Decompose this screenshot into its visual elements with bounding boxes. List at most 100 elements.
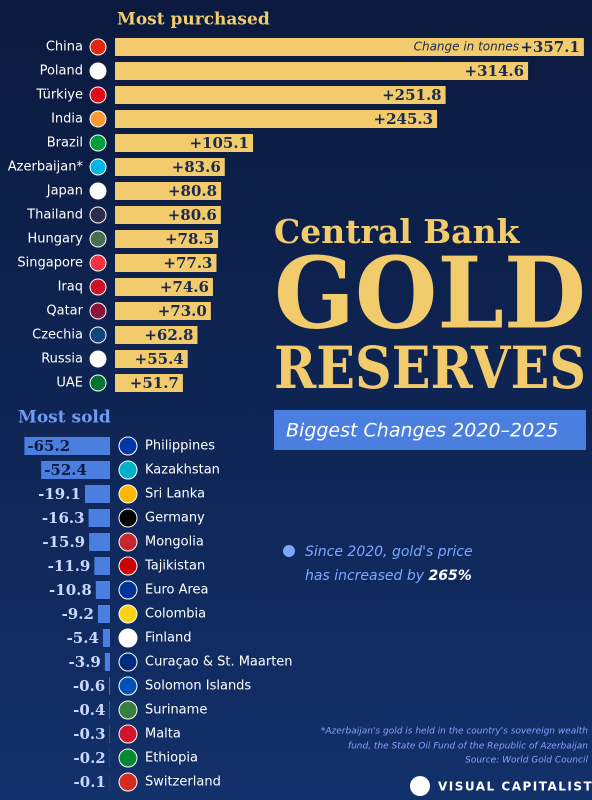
footnote: Source: World Gold Council	[465, 756, 588, 766]
bar	[95, 581, 110, 599]
purchased-title: Most purchased	[117, 10, 270, 30]
value-label: +80.6	[168, 206, 217, 224]
flag	[89, 110, 107, 128]
bar	[115, 110, 438, 128]
bar	[115, 278, 213, 296]
bar	[115, 182, 222, 200]
category-label: Kazakhstan	[145, 463, 220, 478]
value-label: -15.9	[42, 533, 85, 551]
value-label: +73.0	[158, 302, 207, 320]
flag	[89, 38, 107, 56]
flag	[89, 326, 107, 344]
category-label: Brazil	[47, 136, 83, 151]
header-line3: RESERVES	[274, 334, 586, 402]
bar	[24, 437, 110, 455]
value-label: -16.3	[42, 509, 85, 527]
category-label: Mongolia	[145, 535, 204, 550]
flag	[118, 436, 138, 456]
value-label: -65.2	[27, 437, 70, 455]
bar	[109, 677, 110, 695]
bar	[115, 230, 219, 248]
subtitle: Biggest Changes 2020–2025	[286, 420, 558, 442]
category-label: Hungary	[27, 232, 83, 247]
flag	[89, 278, 107, 296]
subtitle-box	[274, 410, 586, 450]
flag	[118, 484, 138, 504]
flag	[118, 460, 138, 480]
category-label: Colombia	[145, 607, 206, 622]
category-label: Russia	[41, 352, 83, 367]
value-label: +74.6	[160, 278, 209, 296]
value-label: -10.8	[49, 581, 92, 599]
bar	[115, 326, 198, 344]
value-label: -3.9	[69, 653, 101, 671]
flag	[118, 652, 138, 672]
flag	[118, 748, 138, 768]
value-label: +251.8	[382, 86, 442, 104]
annotation-line: Since 2020, gold's price	[305, 544, 473, 560]
category-label: Euro Area	[145, 583, 209, 598]
category-label: Iraq	[58, 280, 83, 295]
value-label: +105.1	[189, 134, 249, 152]
annotation-line: has increased by 265%	[305, 568, 472, 584]
value-label: -52.4	[44, 461, 87, 479]
value-label: +51.7	[130, 374, 179, 392]
value-label: -0.4	[73, 701, 105, 719]
bar	[115, 254, 217, 272]
flag	[89, 158, 107, 176]
flag	[89, 350, 107, 368]
footnote: *Azerbaijan's gold is held in the countr…	[321, 727, 588, 737]
value-label: -11.9	[48, 557, 91, 575]
bar	[115, 134, 253, 152]
category-label: Poland	[40, 64, 83, 79]
value-label: +55.4	[135, 350, 184, 368]
flag	[89, 86, 107, 104]
flag	[89, 254, 107, 272]
category-label: Azerbaijan*	[8, 160, 84, 175]
flag	[89, 230, 107, 248]
category-label: Germany	[145, 511, 205, 526]
flag	[118, 532, 138, 552]
value-label: +245.3	[374, 110, 434, 128]
flag	[118, 604, 138, 624]
info-icon	[283, 545, 295, 557]
category-label: Finland	[145, 631, 191, 646]
value-label: +77.3	[163, 254, 212, 272]
unit-label: Change in tonnes	[414, 40, 519, 54]
bar	[88, 509, 110, 527]
category-label: Qatar	[46, 304, 83, 319]
category-label: Curaçao & St. Maarten	[145, 655, 293, 670]
header-line1: Central Bank	[274, 212, 521, 251]
header-line2: GOLD	[274, 236, 586, 351]
value-label: +62.8	[144, 326, 193, 344]
value-label: +357.1	[520, 38, 580, 56]
bar	[102, 629, 110, 647]
category-label: Sri Lanka	[145, 487, 205, 502]
sold-title: Most sold	[18, 408, 111, 428]
bar	[104, 653, 110, 671]
category-label: Philippines	[145, 439, 215, 454]
category-label: UAE	[56, 376, 83, 391]
value-label: +314.6	[465, 62, 525, 80]
flag	[118, 772, 138, 792]
category-label: Japan	[46, 184, 83, 199]
category-label: China	[46, 40, 83, 55]
value-label: +78.5	[165, 230, 214, 248]
value-label: +83.6	[172, 158, 221, 176]
category-label: Suriname	[145, 703, 207, 718]
flag	[118, 580, 138, 600]
brand: VISUAL CAPITALIST	[438, 780, 592, 794]
category-label: Solomon Islands	[145, 679, 251, 694]
category-label: Tajikistan	[144, 559, 205, 574]
annotation-text: has increased by	[305, 568, 428, 584]
bar	[115, 158, 225, 176]
flag	[89, 206, 107, 224]
flag	[118, 556, 138, 576]
bar	[41, 461, 110, 479]
value-label: -5.4	[67, 629, 99, 647]
flag	[89, 182, 107, 200]
category-label: Czechia	[32, 328, 83, 343]
annotation-highlight: 265%	[428, 568, 471, 584]
bar	[115, 206, 221, 224]
